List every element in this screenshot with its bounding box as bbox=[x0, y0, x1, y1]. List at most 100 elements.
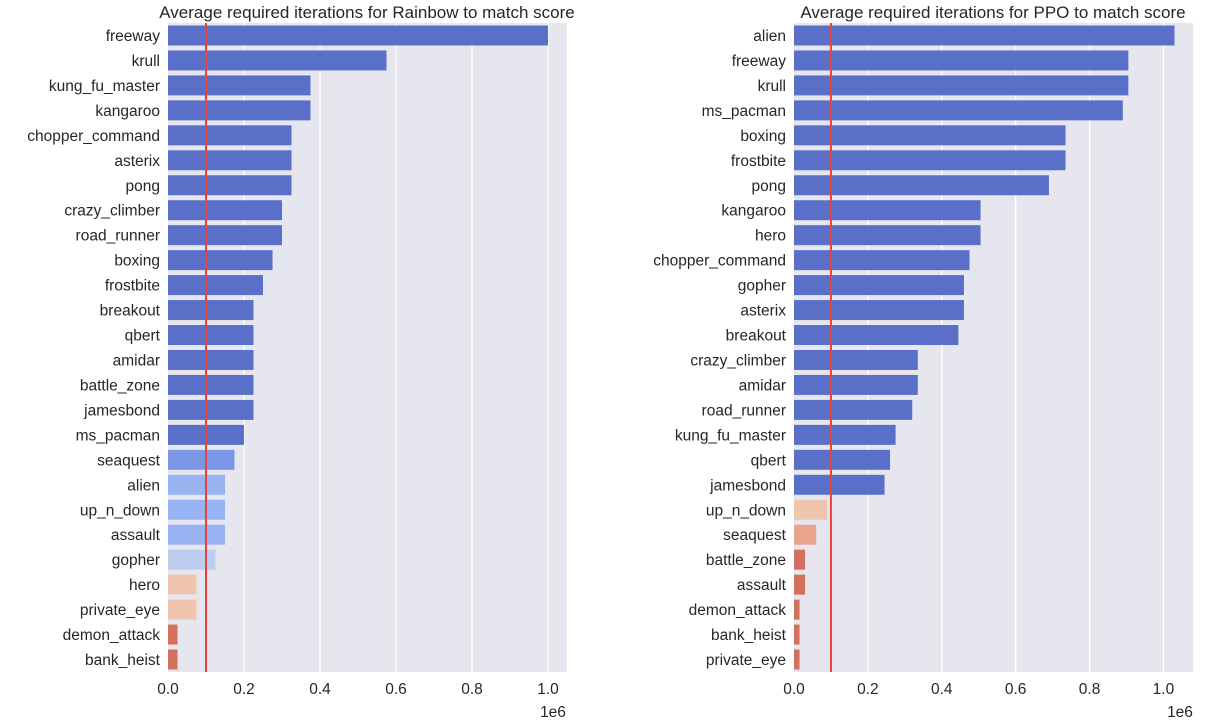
ppo-bar-up-n-down bbox=[794, 499, 828, 520]
ppo-category-label: gopher bbox=[738, 278, 786, 295]
ppo-category-label: pong bbox=[752, 178, 786, 195]
ppo-category-label: asterix bbox=[740, 303, 786, 320]
rainbow-bar-krull bbox=[168, 50, 387, 71]
ppo-category-label: breakout bbox=[726, 328, 787, 345]
rainbow-category-label: qbert bbox=[125, 328, 161, 345]
ppo-bar-battle-zone bbox=[794, 549, 806, 570]
rainbow-x-scale-label: 1e6 bbox=[540, 704, 566, 721]
ppo-bar-assault bbox=[794, 574, 806, 595]
rainbow-category-label: alien bbox=[127, 477, 160, 494]
rainbow-category-label: private_eye bbox=[80, 602, 160, 619]
ppo-bar-chopper-command bbox=[794, 250, 970, 271]
ppo-bar-crazy-climber bbox=[794, 349, 918, 370]
ppo-bar-jamesbond bbox=[794, 474, 885, 495]
rainbow-category-label: bank_heist bbox=[85, 652, 161, 669]
rainbow-bar-pong bbox=[168, 175, 292, 196]
ppo-bar-private-eye bbox=[794, 649, 800, 670]
ppo-bar-frostbite bbox=[794, 150, 1066, 171]
rainbow-bar-bank-heist bbox=[168, 649, 178, 670]
rainbow-bar-alien bbox=[168, 474, 225, 495]
ppo-category-label: ms_pacman bbox=[702, 103, 786, 120]
ppo-category-label: kung_fu_master bbox=[675, 427, 786, 444]
ppo-bar-seaquest bbox=[794, 524, 817, 545]
rainbow-category-label: jamesbond bbox=[83, 402, 160, 419]
rainbow-x-tick-label: 0.6 bbox=[385, 681, 407, 698]
rainbow-bar-amidar bbox=[168, 349, 254, 370]
rainbow-category-label: demon_attack bbox=[63, 627, 161, 644]
ppo-category-label: qbert bbox=[751, 452, 787, 469]
ppo-category-label: freeway bbox=[732, 53, 787, 70]
rainbow-bar-jamesbond bbox=[168, 399, 254, 420]
rainbow-category-label: assault bbox=[111, 527, 161, 544]
rainbow-category-label: amidar bbox=[113, 352, 160, 369]
ppo-bar-bank-heist bbox=[794, 624, 800, 645]
rainbow-category-label: seaquest bbox=[97, 452, 161, 469]
rainbow-category-label: gopher bbox=[112, 552, 160, 569]
ppo-category-label: alien bbox=[753, 28, 786, 45]
ppo-category-label: kangaroo bbox=[721, 203, 786, 220]
ppo-bar-hero bbox=[794, 225, 981, 246]
rainbow-bar-demon-attack bbox=[168, 624, 178, 645]
rainbow-bar-seaquest bbox=[168, 449, 235, 470]
rainbow-x-tick-label: 0.4 bbox=[309, 681, 331, 698]
ppo-category-label: up_n_down bbox=[706, 502, 786, 519]
ppo-bar-asterix bbox=[794, 300, 964, 321]
ppo-category-label: krull bbox=[758, 78, 786, 95]
ppo-x-tick-label: 1.0 bbox=[1153, 681, 1175, 698]
rainbow-x-tick-label: 0.8 bbox=[461, 681, 483, 698]
ppo-bar-breakout bbox=[794, 325, 959, 346]
ppo-bar-qbert bbox=[794, 449, 891, 470]
ppo-category-label: boxing bbox=[740, 128, 786, 145]
ppo-category-label: assault bbox=[737, 577, 787, 594]
ppo-bar-kung-fu-master bbox=[794, 424, 896, 445]
ppo-x-tick-label: 0.2 bbox=[857, 681, 879, 698]
rainbow-category-label: kung_fu_master bbox=[49, 78, 160, 95]
rainbow-category-label: breakout bbox=[100, 303, 161, 320]
rainbow-bar-road-runner bbox=[168, 225, 282, 246]
rainbow-bar-qbert bbox=[168, 325, 254, 346]
rainbow-x-tick-label: 0.2 bbox=[233, 681, 255, 698]
rainbow-bar-up-n-down bbox=[168, 499, 225, 520]
rainbow-category-label: crazy_climber bbox=[64, 203, 160, 220]
ppo-bar-kangaroo bbox=[794, 200, 981, 221]
rainbow-category-label: boxing bbox=[114, 253, 160, 270]
rainbow-category-label: krull bbox=[132, 53, 160, 70]
ppo-bar-alien bbox=[794, 25, 1175, 46]
ppo-category-label: demon_attack bbox=[689, 602, 787, 619]
ppo-category-label: frostbite bbox=[731, 153, 786, 170]
rainbow-category-label: up_n_down bbox=[80, 502, 160, 519]
rainbow-bar-boxing bbox=[168, 250, 273, 271]
ppo-bar-krull bbox=[794, 75, 1129, 96]
rainbow-bar-kung-fu-master bbox=[168, 75, 311, 96]
ppo-chart-title: Average required iterations for PPO to m… bbox=[800, 3, 1185, 22]
rainbow-bar-private-eye bbox=[168, 599, 197, 620]
ppo-x-tick-label: 0.8 bbox=[1079, 681, 1101, 698]
ppo-bar-boxing bbox=[794, 125, 1066, 146]
rainbow-bar-assault bbox=[168, 524, 225, 545]
rainbow-category-label: ms_pacman bbox=[76, 427, 160, 444]
rainbow-bar-crazy-climber bbox=[168, 200, 282, 221]
rainbow-x-tick-label: 1.0 bbox=[537, 681, 559, 698]
rainbow-bar-asterix bbox=[168, 150, 292, 171]
ppo-category-label: hero bbox=[755, 228, 786, 245]
rainbow-bar-frostbite bbox=[168, 275, 263, 296]
rainbow-bar-chopper-command bbox=[168, 125, 292, 146]
rainbow-category-label: chopper_command bbox=[27, 128, 160, 145]
rainbow-bar-kangaroo bbox=[168, 100, 311, 121]
ppo-category-label: seaquest bbox=[723, 527, 787, 544]
rainbow-category-label: road_runner bbox=[76, 228, 160, 245]
ppo-bar-ms-pacman bbox=[794, 100, 1123, 121]
rainbow-category-label: pong bbox=[126, 178, 160, 195]
ppo-bar-pong bbox=[794, 175, 1049, 196]
rainbow-chart-panel: freeway krull kung_fu_master kangaroo choppe… bbox=[27, 3, 574, 721]
ppo-bar-amidar bbox=[794, 374, 918, 395]
ppo-category-label: private_eye bbox=[706, 652, 786, 669]
ppo-x-scale-label: 1e6 bbox=[1167, 704, 1193, 721]
rainbow-x-tick-label: 0.0 bbox=[157, 681, 179, 698]
rainbow-bar-breakout bbox=[168, 300, 254, 321]
ppo-category-label: chopper_command bbox=[653, 253, 786, 270]
ppo-bar-road-runner bbox=[794, 399, 913, 420]
rainbow-category-label: frostbite bbox=[105, 278, 160, 295]
